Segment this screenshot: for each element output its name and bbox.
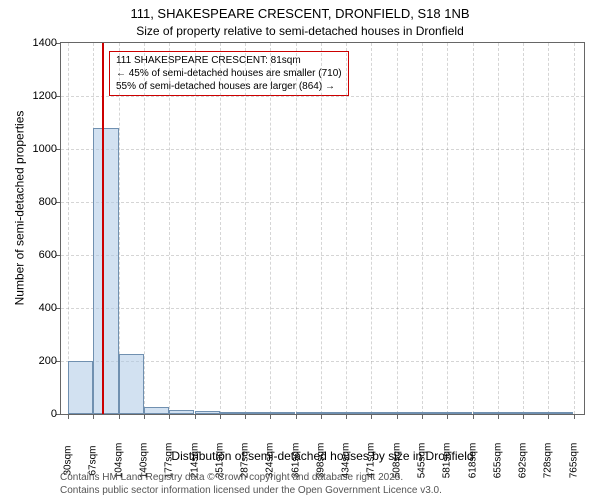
grid-line-v — [422, 43, 423, 414]
attribution-2: Contains public sector information licen… — [60, 485, 442, 496]
grid-line-v — [447, 43, 448, 414]
grid-line-v — [195, 43, 196, 414]
grid-line-h — [61, 149, 584, 150]
bar — [220, 412, 245, 414]
xtick-mark — [473, 414, 474, 419]
title-sub: Size of property relative to semi-detach… — [0, 24, 600, 38]
bar — [68, 361, 93, 414]
xtick-mark — [346, 414, 347, 419]
xtick-mark — [397, 414, 398, 419]
annotation-line-1: 111 SHAKESPEARE CRESCENT: 81sqm — [116, 54, 342, 67]
xtick-mark — [321, 414, 322, 419]
ytick-label: 1200 — [23, 90, 57, 102]
grid-line-v — [321, 43, 322, 414]
grid-line-v — [574, 43, 575, 414]
xtick-mark — [169, 414, 170, 419]
bar — [93, 128, 118, 414]
title-main: 111, SHAKESPEARE CRESCENT, DRONFIELD, S1… — [0, 6, 600, 21]
xtick-mark — [195, 414, 196, 419]
grid-line-v — [397, 43, 398, 414]
grid-line-v — [169, 43, 170, 414]
ytick-label: 200 — [23, 355, 57, 367]
grid-line-h — [61, 202, 584, 203]
xtick-mark — [68, 414, 69, 419]
grid-line-h — [61, 308, 584, 309]
chart-area: 111 SHAKESPEARE CRESCENT: 81sqm ← 45% of… — [60, 42, 585, 415]
xtick-mark — [119, 414, 120, 419]
ytick-label: 0 — [23, 408, 57, 420]
marker-line — [102, 43, 104, 414]
bar — [346, 412, 371, 414]
ytick-label: 800 — [23, 196, 57, 208]
xtick-mark — [523, 414, 524, 419]
annotation-line-2: ← 45% of semi-detached houses are smalle… — [116, 67, 342, 80]
grid-line-v — [548, 43, 549, 414]
grid-line-v — [473, 43, 474, 414]
ytick-label: 400 — [23, 302, 57, 314]
bar — [296, 412, 321, 414]
xtick-mark — [447, 414, 448, 419]
bar — [397, 412, 422, 414]
grid-line-v — [68, 43, 69, 414]
bar — [119, 354, 144, 414]
bar — [195, 411, 220, 414]
xtick-mark — [296, 414, 297, 419]
xtick-mark — [270, 414, 271, 419]
bar — [498, 412, 523, 414]
grid-line-v — [498, 43, 499, 414]
bar — [321, 412, 346, 414]
xtick-mark — [574, 414, 575, 419]
annotation-line-3: 55% of semi-detached houses are larger (… — [116, 80, 342, 93]
xtick-mark — [220, 414, 221, 419]
xtick-mark — [144, 414, 145, 419]
grid-line-v — [270, 43, 271, 414]
bar — [245, 412, 270, 414]
bar — [523, 412, 548, 414]
grid-line-h — [61, 96, 584, 97]
bar — [144, 407, 169, 414]
grid-line-v — [371, 43, 372, 414]
grid-line-h — [61, 255, 584, 256]
chart-container: 111, SHAKESPEARE CRESCENT, DRONFIELD, S1… — [0, 0, 600, 500]
grid-line-v — [523, 43, 524, 414]
bar — [371, 412, 396, 414]
attribution-1: Contains HM Land Registry data © Crown c… — [60, 472, 403, 483]
xtick-mark — [245, 414, 246, 419]
ytick-label: 1400 — [23, 37, 57, 49]
ytick-label: 600 — [23, 249, 57, 261]
bar — [548, 412, 573, 414]
bar — [447, 412, 472, 414]
grid-line-v — [245, 43, 246, 414]
grid-line-v — [296, 43, 297, 414]
bar — [169, 410, 194, 414]
bar — [473, 412, 498, 414]
grid-line-v — [220, 43, 221, 414]
xtick-mark — [422, 414, 423, 419]
grid-line-v — [346, 43, 347, 414]
xtick-mark — [371, 414, 372, 419]
x-axis-label: Distribution of semi-detached houses by … — [60, 449, 585, 463]
xtick-mark — [548, 414, 549, 419]
ytick-label: 1000 — [23, 143, 57, 155]
xtick-mark — [93, 414, 94, 419]
bar — [422, 412, 447, 414]
xtick-mark — [498, 414, 499, 419]
annotation-box: 111 SHAKESPEARE CRESCENT: 81sqm ← 45% of… — [109, 51, 349, 96]
bar — [270, 412, 295, 414]
